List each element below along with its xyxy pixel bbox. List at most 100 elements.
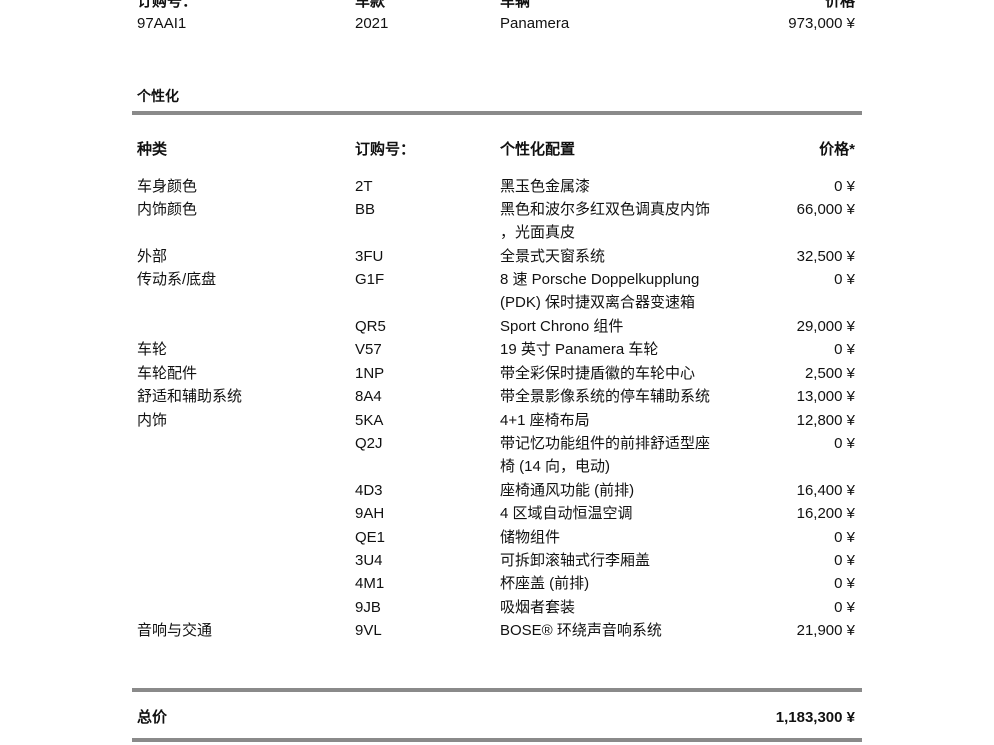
option-price: 12,800 ¥ [796, 411, 855, 429]
option-code: 4M1 [355, 575, 385, 593]
option-code: 8A4 [355, 388, 382, 406]
option-config: Sport Chrono 组件 [500, 317, 624, 335]
option-config: 储物组件 [500, 528, 561, 546]
price-header: 价格 [824, 0, 855, 10]
option-code: 3U4 [355, 551, 383, 569]
option-code: 2T [355, 177, 373, 195]
table-row: 9JB 吸烟者套装 0 ¥ [0, 596, 994, 619]
option-config: 带全彩保时捷盾徽的车轮中心 [500, 364, 696, 382]
table-row: 车轮配件 1NP 带全彩保时捷盾徽的车轮中心 2,500 ¥ [0, 362, 994, 385]
table-row: 9AH 4 区域自动恒温空调 16,200 ¥ [0, 502, 994, 525]
category: 内饰 [137, 411, 168, 429]
table-row: 内饰 5KA 4+1 座椅布局 12,800 ¥ [0, 409, 994, 432]
total-row: 总价 1,183,300 ¥ [0, 706, 994, 729]
category: 车轮 [137, 341, 168, 359]
option-config: 带全景影像系统的停车辅助系统 [500, 388, 711, 406]
option-price: 0 ¥ [834, 271, 855, 289]
option-config: 杯座盖 (前排) [500, 575, 590, 593]
table-row: QR5 Sport Chrono 组件 29,000 ¥ [0, 315, 994, 338]
option-price: 21,900 ¥ [796, 622, 855, 640]
table-row: 4M1 杯座盖 (前排) 0 ¥ [0, 572, 994, 595]
divider [132, 688, 862, 692]
option-price: 66,000 ¥ [796, 200, 855, 218]
option-price: 0 ¥ [834, 528, 855, 546]
option-code: G1F [355, 271, 385, 289]
option-config: 带记忆功能组件的前排舒适型座 [500, 434, 711, 452]
option-price: 29,000 ¥ [796, 317, 855, 335]
total-label: 总价 [137, 709, 168, 726]
table-row: 音响与交通 9VL BOSE® 环绕声音响系统 21,900 ¥ [0, 619, 994, 642]
category: 舒适和辅助系统 [137, 388, 243, 406]
option-config: 4 区域自动恒温空调 [500, 505, 633, 523]
table-row: 舒适和辅助系统 8A4 带全景影像系统的停车辅助系统 13,000 ¥ [0, 385, 994, 408]
option-code: V57 [355, 341, 382, 359]
price-header: 价格* [819, 141, 855, 158]
order-no: 97AAI1 [137, 15, 187, 32]
option-price: 13,000 ¥ [796, 388, 855, 406]
model-year-header: 车款 [355, 0, 386, 10]
vehicle-name: Panamera [500, 15, 570, 32]
vehicle-header: 车辆 [500, 0, 531, 10]
vehicle-price: 973,000 ¥ [788, 15, 855, 32]
option-config: 吸烟者套装 [500, 598, 576, 616]
code-header: 订购号： [355, 141, 416, 158]
model-year: 2021 [355, 15, 389, 32]
option-price: 0 ¥ [834, 341, 855, 359]
option-price: 16,400 ¥ [796, 481, 855, 499]
option-code: 4D3 [355, 481, 383, 499]
option-config: 19 英寸 Panamera 车轮 [500, 341, 659, 359]
option-price: 0 ¥ [834, 598, 855, 616]
category: 车身颜色 [137, 177, 198, 195]
option-code: 9VL [355, 622, 382, 640]
order-no-header: 订购号： [137, 0, 198, 10]
option-price: 0 ¥ [834, 551, 855, 569]
option-code: 9AH [355, 505, 385, 523]
option-config: 黑玉色金属漆 [500, 177, 591, 195]
option-price: 32,500 ¥ [796, 247, 855, 265]
total-value: 1,183,300 ¥ [775, 709, 855, 726]
table-row: 4D3 座椅通风功能 (前排) 16,400 ¥ [0, 479, 994, 502]
option-price: 2,500 ¥ [804, 364, 855, 382]
option-code: QR5 [355, 317, 386, 335]
option-code: 3FU [355, 247, 384, 265]
options-header-row: 种类 订购号： 个性化配置 价格* [0, 138, 994, 161]
category: 内饰颜色 [137, 200, 198, 218]
table-row: 车轮 V57 19 英寸 Panamera 车轮 0 ¥ [0, 338, 994, 361]
vehicle-header-row: 订购号： 车款 车辆 价格 [0, 0, 994, 13]
table-row: 外部 3FU 全景式天窗系统 32,500 ¥ [0, 245, 994, 268]
table-row: 3U4 可拆卸滚轴式行李厢盖 0 ¥ [0, 549, 994, 572]
divider [132, 738, 862, 742]
option-config: 可拆卸滚轴式行李厢盖 [500, 551, 651, 569]
table-row: Q2J 带记忆功能组件的前排舒适型座椅 (14 向，电动) 0 ¥ [0, 432, 994, 479]
option-config: 全景式天窗系统 [500, 247, 606, 265]
option-code: QE1 [355, 528, 386, 546]
vehicle-row: 97AAI1 2021 Panamera 973,000 ¥ [0, 12, 994, 35]
section-title: 个性化 [137, 88, 179, 104]
table-row: 内饰颜色 BB 黑色和波尔多红双色调真皮内饰 ，光面真皮 66,000 ¥ [0, 198, 994, 245]
category: 车轮配件 [137, 364, 198, 382]
option-config: 黑色和波尔多红双色调真皮内饰 [500, 200, 711, 218]
table-row: 车身颜色 2T 黑玉色金属漆 0 ¥ [0, 175, 994, 198]
option-code: 5KA [355, 411, 384, 429]
table-row: 传动系/底盘 G1F 8 速 Porsche Doppelkupplung (PDK)… [0, 268, 994, 315]
option-price: 0 ¥ [834, 434, 855, 452]
config-header: 个性化配置 [500, 141, 576, 158]
option-config: 4+1 座椅布局 [500, 411, 590, 429]
option-code: 9JB [355, 598, 381, 616]
option-price: 16,200 ¥ [796, 505, 855, 523]
option-price: 0 ¥ [834, 575, 855, 593]
option-config: BOSE® 环绕声音响系统 [500, 622, 662, 640]
option-code: BB [355, 200, 376, 218]
category: 音响与交通 [137, 622, 213, 640]
option-config: (PDK) 保时捷双离合器变速箱 [500, 294, 696, 312]
option-code: 1NP [355, 364, 385, 382]
option-price: 0 ¥ [834, 177, 855, 195]
category-header: 种类 [137, 141, 168, 158]
option-config: 椅 (14 向，电动) [500, 458, 611, 476]
table-row: QE1 储物组件 0 ¥ [0, 526, 994, 549]
option-config: ，光面真皮 [500, 224, 576, 242]
option-code: Q2J [355, 434, 383, 452]
option-config: 8 速 Porsche Doppelkupplung [500, 271, 700, 289]
divider [132, 111, 862, 115]
category: 外部 [137, 247, 168, 265]
